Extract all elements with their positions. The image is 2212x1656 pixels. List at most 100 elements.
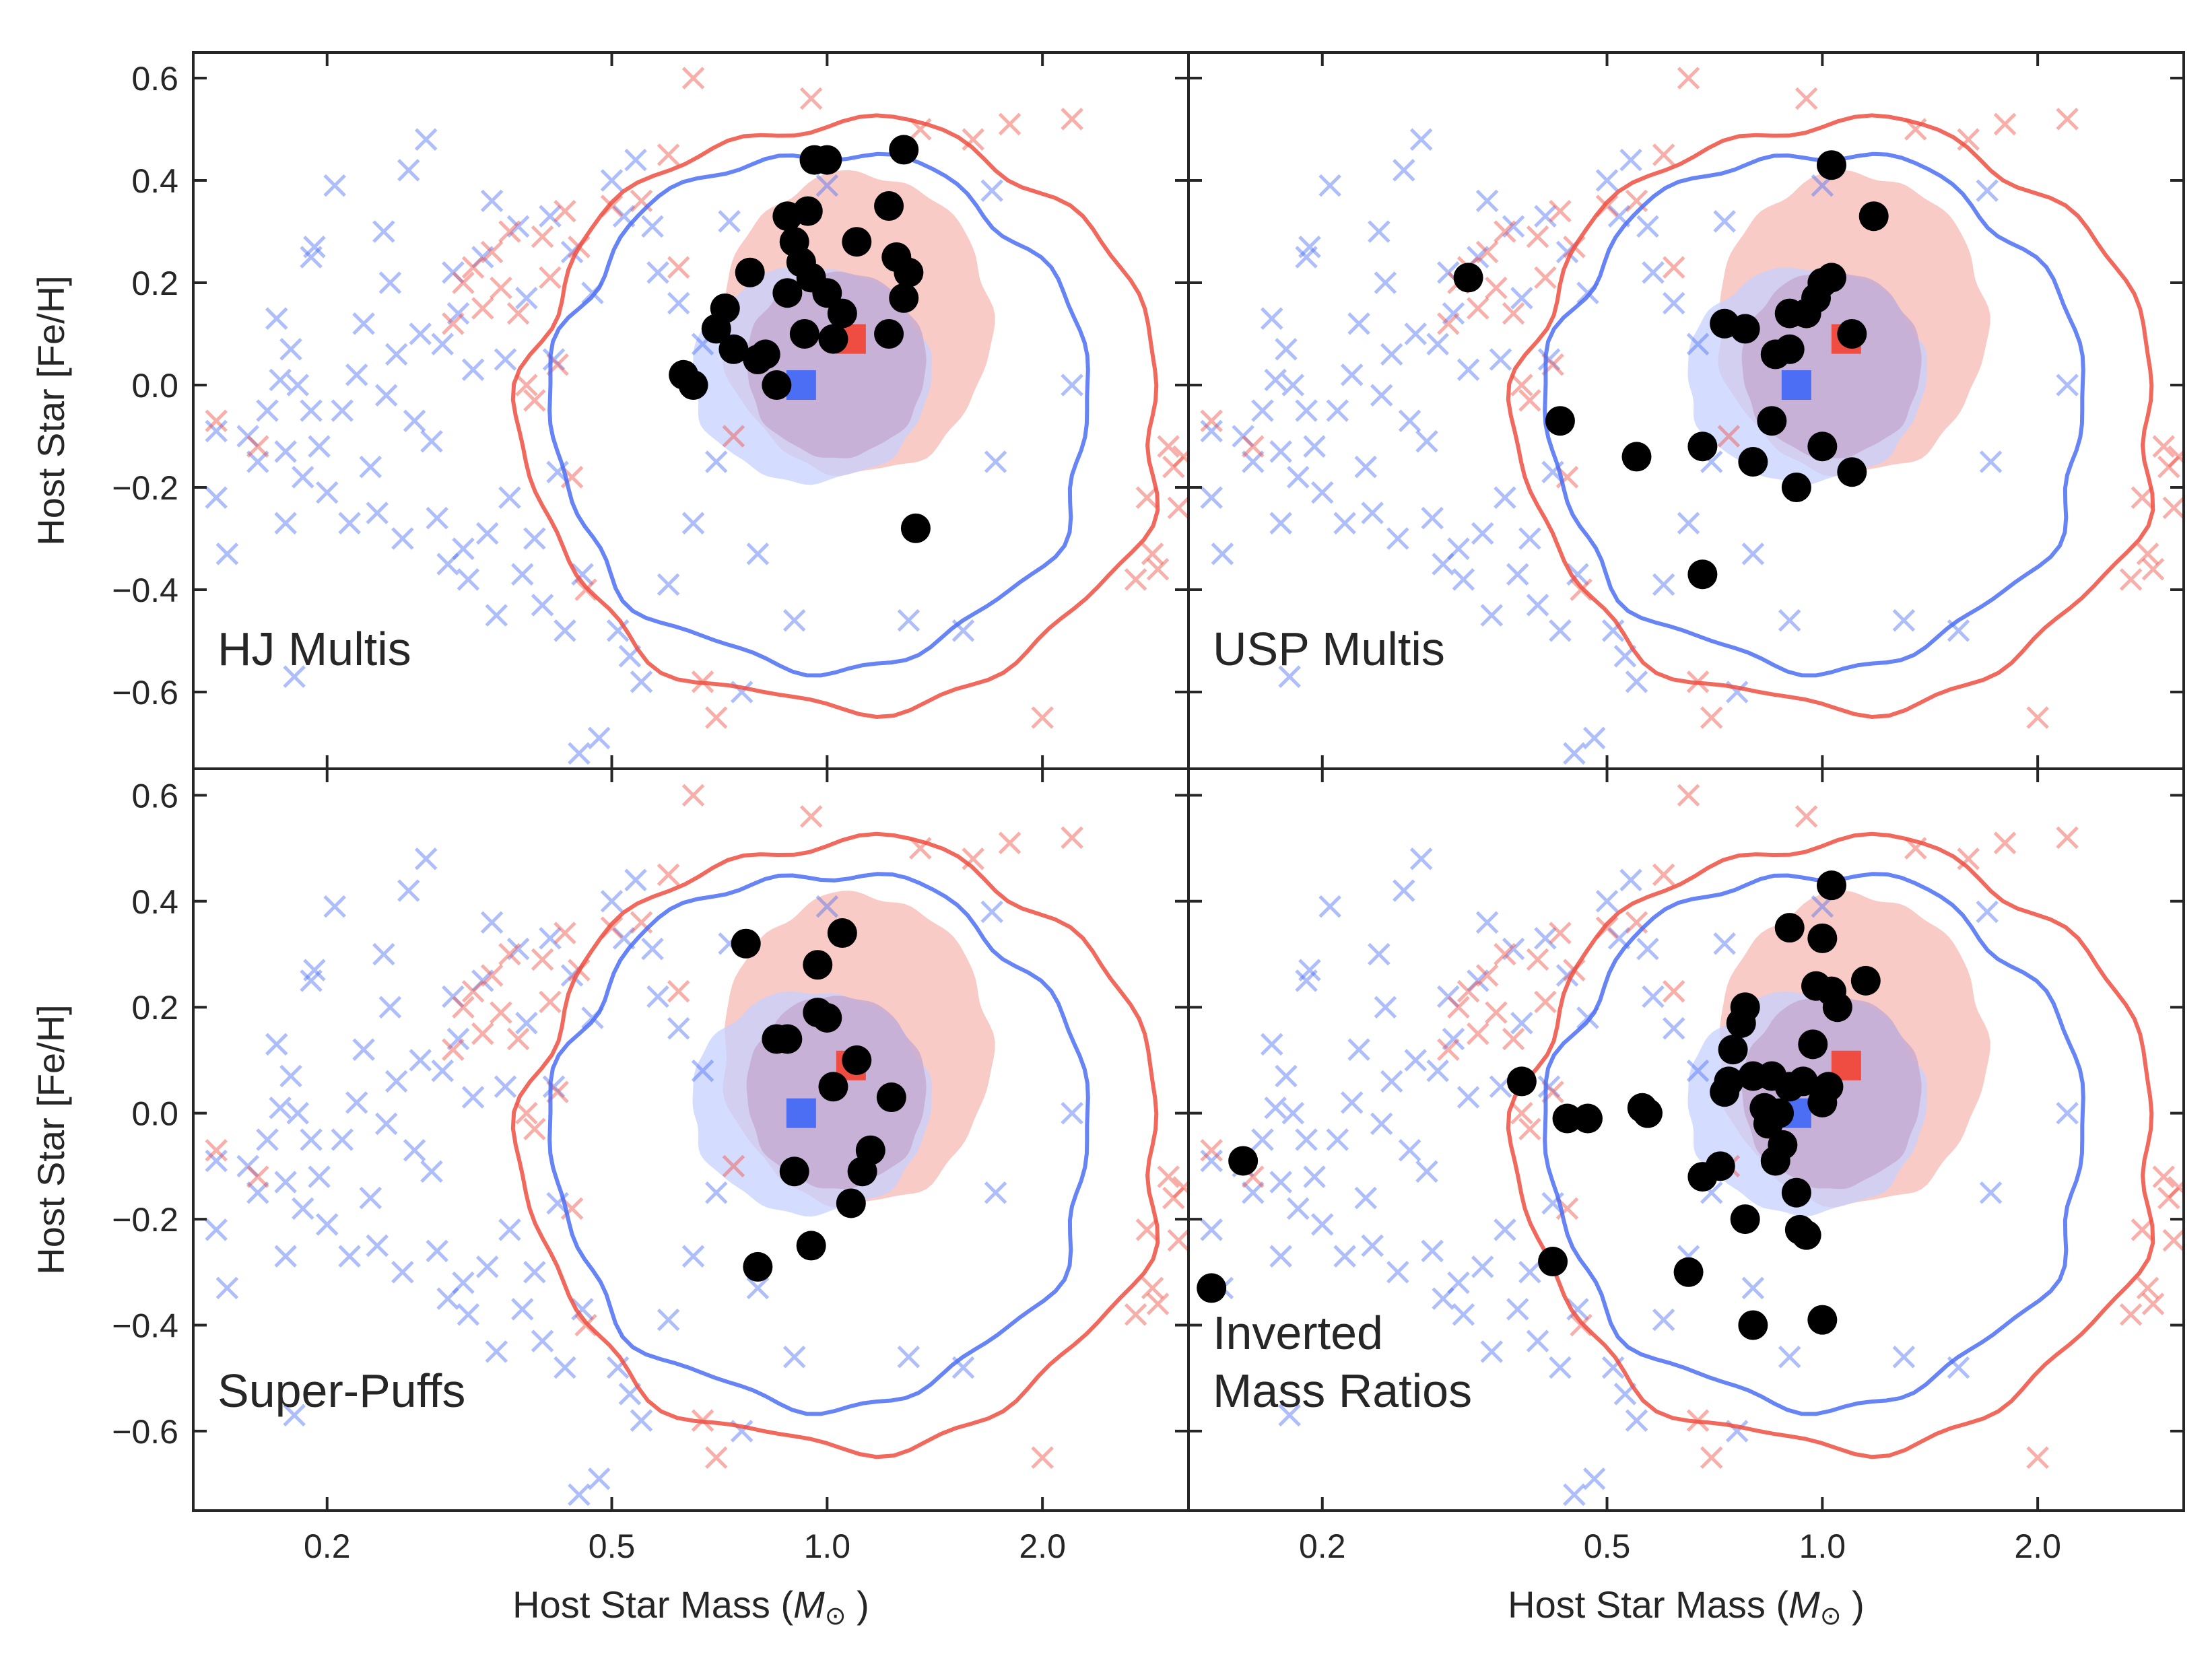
blue-cross-point <box>1534 927 1557 950</box>
blue-cross-point <box>1415 429 1438 453</box>
panel-label: Mass Ratios <box>1213 1365 1472 1417</box>
blue-cross-point <box>1386 1261 1409 1284</box>
blue-cross-point <box>1778 609 1801 632</box>
x-tick-label: 1.0 <box>1799 1527 1846 1565</box>
blue-cross-point <box>256 399 279 422</box>
y-tick-label: 0.6 <box>131 777 178 815</box>
blue-cross-point <box>1318 895 1341 918</box>
blue-cross-point <box>1636 937 1659 961</box>
blue-cross-point <box>587 1468 611 1490</box>
blue-cross-point <box>1582 726 1606 750</box>
red-cross-point <box>2056 108 2079 131</box>
y-tick-label: −0.4 <box>112 1307 178 1345</box>
blue-cross-point <box>1278 665 1301 688</box>
sample-point <box>1816 263 1846 293</box>
red-cross-point <box>681 67 705 90</box>
blue-cross-point <box>378 996 402 1019</box>
blue-cross-point <box>681 512 705 534</box>
blue-cross-point <box>1281 374 1305 396</box>
blue-cross-point <box>391 527 414 550</box>
blue-cross-point <box>1264 368 1287 392</box>
blue-contour <box>1543 151 2085 678</box>
blue-cross-point <box>391 1261 414 1284</box>
red-cross-point <box>1447 996 1470 1019</box>
blue-cross-point <box>1741 1276 1765 1300</box>
red-cross-point <box>523 389 546 412</box>
y-tick-label: 0.2 <box>131 989 178 1027</box>
red-cross-point <box>1534 266 1557 289</box>
blue-cross-point <box>1200 1149 1223 1173</box>
blue-cross-point <box>345 1091 368 1114</box>
sample-point <box>1705 1151 1735 1181</box>
blue-cross-point <box>1421 1239 1444 1263</box>
blue-cross-point <box>1281 1101 1305 1125</box>
blue-cross-point <box>1892 1345 1916 1369</box>
blue-cross-point <box>300 1128 323 1151</box>
blue-cross-point <box>1526 1330 1549 1352</box>
red-cross-point <box>1456 979 1480 1003</box>
red-cross-point <box>1124 1303 1147 1326</box>
blue-cross-point <box>600 890 624 913</box>
x-axis-label: Host Star Mass (M⊙ ) <box>512 1583 869 1630</box>
blue-cross-point <box>1601 619 1625 642</box>
blue-cross-point <box>359 1186 382 1210</box>
y-tick-label: 0.0 <box>131 367 178 405</box>
sample-point <box>762 370 792 400</box>
red-cross-point <box>1510 374 1533 396</box>
sample-point <box>1850 965 1881 996</box>
red-cross-point <box>2141 557 2165 581</box>
blue-cross-point <box>657 573 680 596</box>
panel-super-puffs: Super-Puffs <box>192 767 1190 1512</box>
blue-cross-point <box>511 563 534 586</box>
blue-cross-point <box>571 563 594 586</box>
red-cross-point <box>1172 1176 1188 1199</box>
y-tick-label: 0.6 <box>131 60 178 98</box>
red-cross-point <box>554 922 576 944</box>
sample-point <box>793 196 823 226</box>
blue-cross-point <box>1251 1128 1274 1151</box>
sample-point <box>889 283 919 313</box>
red-cross-point <box>2026 706 2049 729</box>
red-cross-point <box>506 302 530 325</box>
sample-point <box>1774 913 1805 943</box>
red-cross-point <box>1717 425 1741 448</box>
red-cross-point <box>2119 1303 2143 1326</box>
red-cross-point <box>799 805 823 828</box>
red-cross-point <box>1502 1027 1525 1051</box>
blue-cross-point <box>1642 985 1665 1008</box>
red-cross-point <box>1467 1022 1489 1045</box>
red-cross-point <box>1061 108 1083 131</box>
sample-point <box>812 145 842 175</box>
sample-point <box>1807 923 1838 953</box>
blue-cross-point <box>246 450 269 473</box>
red-cross-point <box>1677 67 1700 90</box>
sample-point <box>900 513 931 543</box>
red-cross-point <box>452 271 475 294</box>
blue-cross-point <box>1275 338 1298 361</box>
blue-contour <box>547 151 1090 678</box>
blue-cross-point <box>1475 189 1499 213</box>
blue-cross-point <box>1269 440 1292 463</box>
blue-cross-point <box>1563 1483 1586 1507</box>
blue-cross-point <box>372 220 395 243</box>
blue-cross-point <box>374 384 398 407</box>
blue-cross-point <box>1976 900 1999 924</box>
red-cross-point <box>2131 486 2154 509</box>
blue-cross-point <box>292 466 314 489</box>
blue-cross-point <box>1510 287 1533 310</box>
overlap-density-region <box>746 271 927 458</box>
red-cross-point <box>1549 199 1572 223</box>
blue-cross-point <box>1502 215 1525 238</box>
blue-cross-point <box>352 1038 375 1061</box>
sample-point <box>889 135 919 165</box>
y-tick-label: −0.2 <box>112 1201 178 1239</box>
blue-cross-point <box>1361 1234 1384 1257</box>
blue-cross-point <box>300 969 323 992</box>
y-tick-label: 0.2 <box>131 265 178 302</box>
blue-cross-point <box>705 1181 728 1204</box>
blue-cross-point <box>414 128 438 151</box>
sample-point <box>812 278 842 308</box>
blue-cross-point <box>630 670 653 693</box>
sample-point <box>818 324 848 354</box>
blue-cross-point <box>531 1330 554 1352</box>
